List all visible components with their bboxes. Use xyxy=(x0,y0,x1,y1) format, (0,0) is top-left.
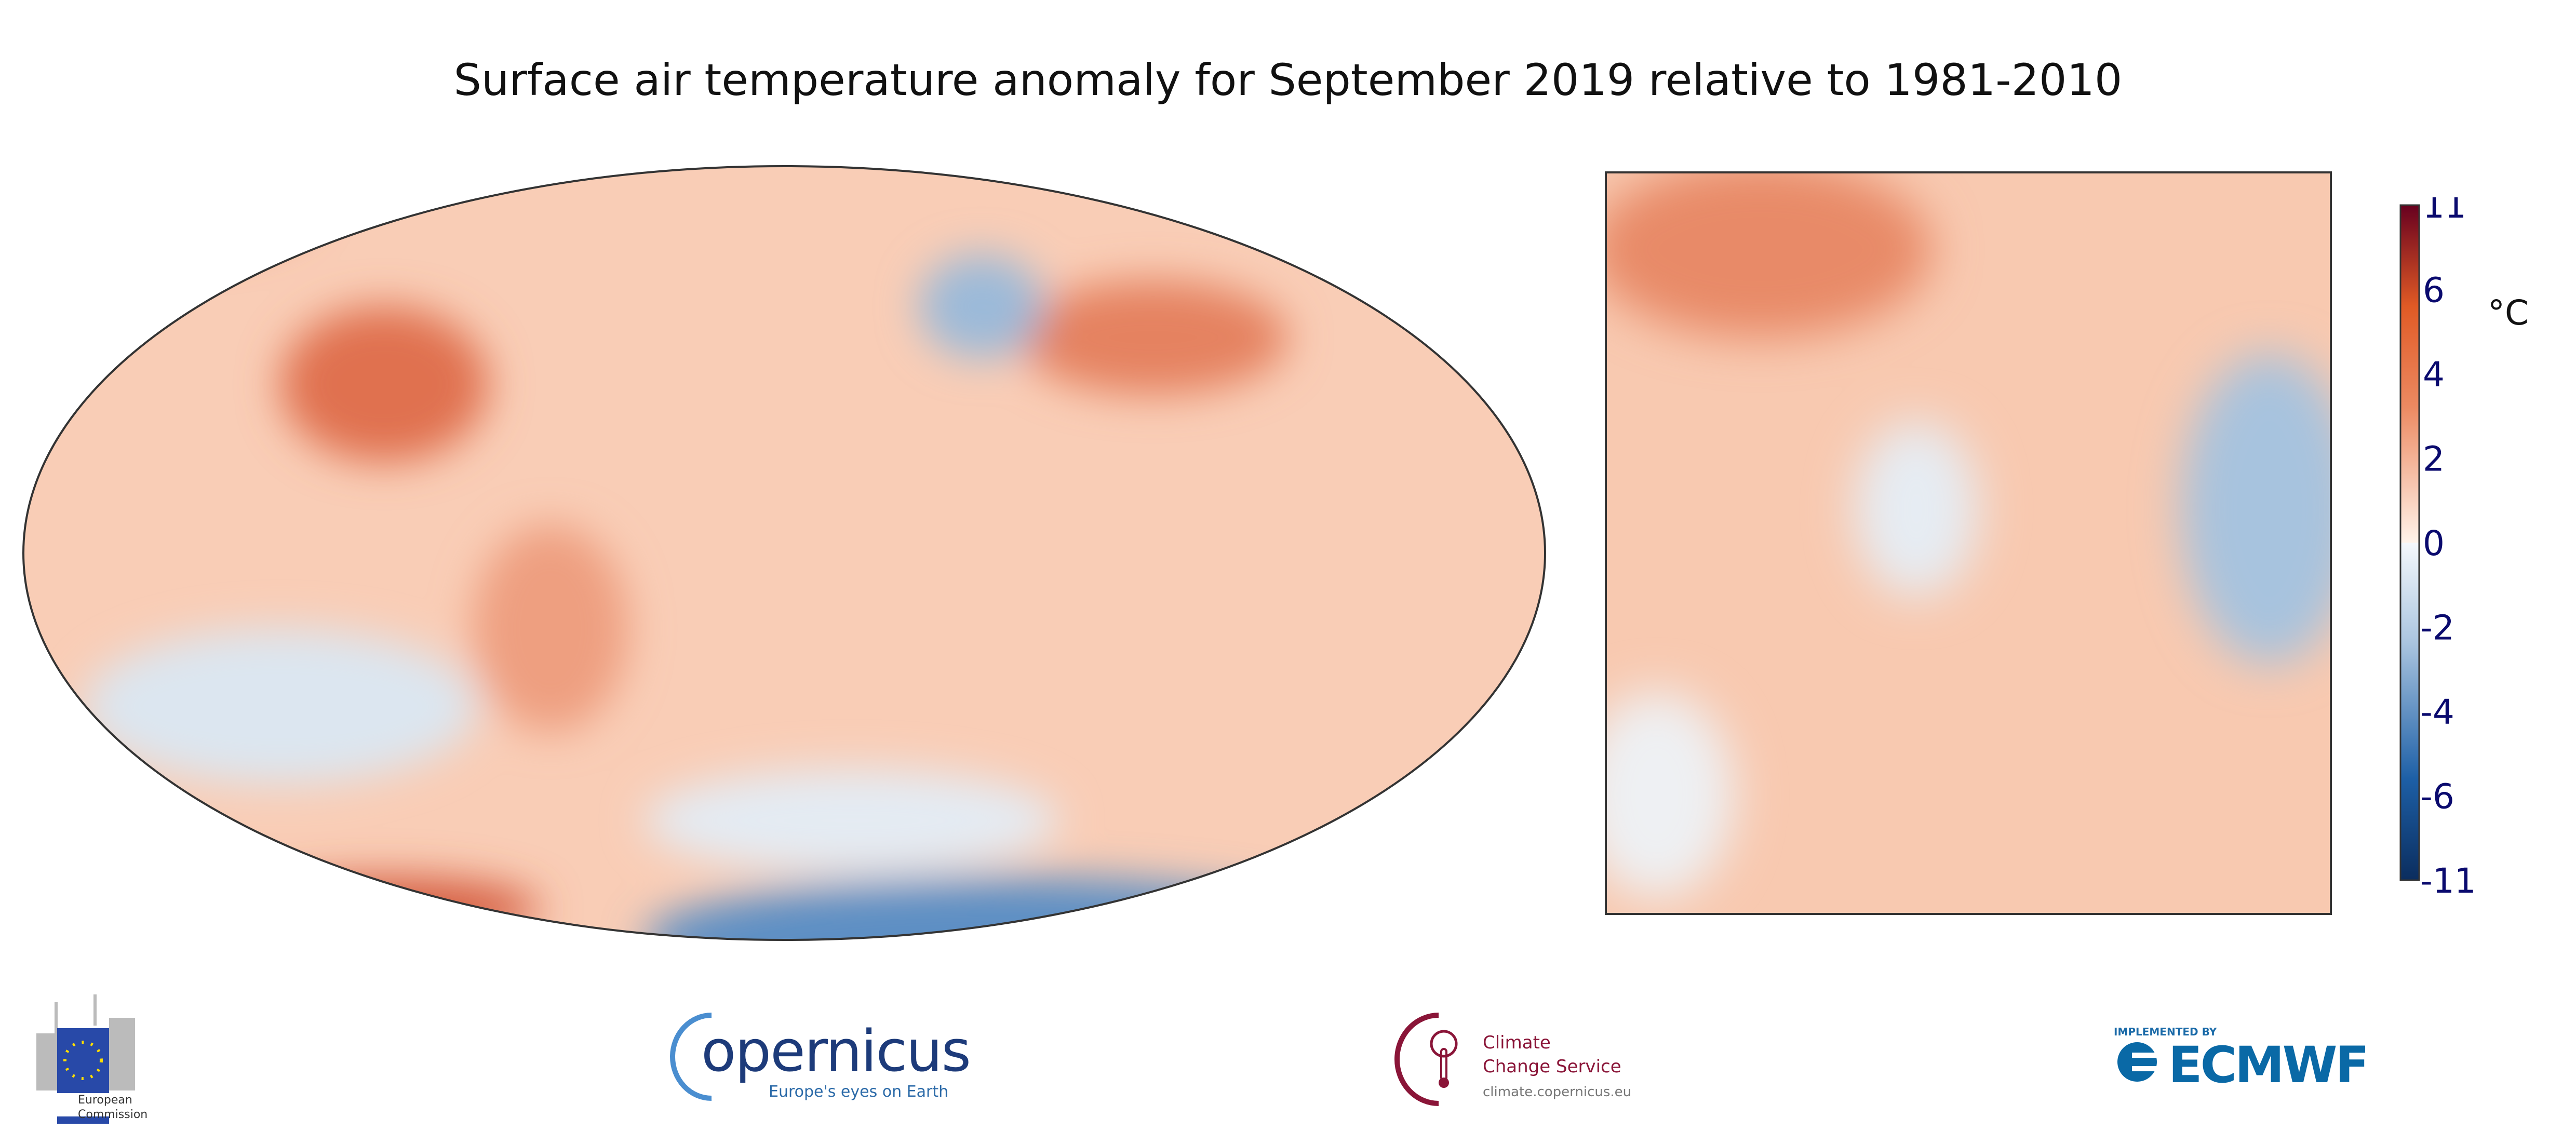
anomaly-warm-siberia xyxy=(1018,280,1288,395)
colorbar-tick-label: -6 xyxy=(2420,777,2454,817)
colorbar-tick-label: 2 xyxy=(2423,439,2445,479)
map-border xyxy=(22,165,1546,941)
ecmwf-implemented-by: IMPLEMENTED BY xyxy=(2114,1026,2217,1038)
colorbar-tick-label: -2 xyxy=(2420,608,2454,648)
anomaly-cool-russia xyxy=(2181,353,2332,665)
colorbar-tick-label: -4 xyxy=(2420,692,2454,732)
anomaly-cool-scandinavia xyxy=(1854,421,1979,597)
copernicus-wordmark: opernicus xyxy=(701,1018,971,1084)
anomaly-cool-south-pacific xyxy=(83,628,478,784)
chart-title: Surface air temperature anomaly for Sept… xyxy=(453,55,2123,105)
ecmwf-wordmark: ECMWF xyxy=(2168,1036,2369,1094)
colorbar-gradient xyxy=(2399,204,2420,881)
anomaly-cool-south-atlantic xyxy=(644,769,1059,872)
colorbar-tick-label: 6 xyxy=(2423,271,2445,311)
colorbar-tick-label: 0 xyxy=(2423,523,2445,563)
global-anomaly-map xyxy=(22,165,1546,941)
colorbar-unit: °C xyxy=(2488,293,2529,333)
anomaly-warm-greenland xyxy=(1605,171,1932,338)
ec-label-line2: Commission xyxy=(78,1108,148,1121)
ecmwf-wave-icon xyxy=(2117,1042,2168,1082)
c3s-url[interactable]: climate.copernicus.eu xyxy=(1483,1084,1632,1100)
colorbar-tick-label: -11 xyxy=(2420,861,2476,901)
europe-anomaly-map xyxy=(1605,171,2332,915)
c3s-label-line2: Change Service xyxy=(1483,1056,1621,1077)
colorbar-tick-label: 11 xyxy=(2423,197,2466,226)
anomaly-warm-south-america xyxy=(473,524,628,732)
europe-map-border xyxy=(1605,171,2332,915)
c3s-label-line1: Climate xyxy=(1483,1032,1551,1053)
european-commission-logo xyxy=(36,994,135,1124)
anomaly-warm-arctic xyxy=(42,166,312,249)
anomaly-warm-southern-ocean xyxy=(229,878,540,940)
anomaly-warm-north-america xyxy=(280,306,488,462)
copernicus-arc-icon xyxy=(670,1013,712,1101)
anomaly-neutral-atlantic xyxy=(1605,691,1735,898)
copernicus-tagline: Europe's eyes on Earth xyxy=(769,1083,949,1101)
colorbar-tick-label: 4 xyxy=(2423,355,2445,395)
anomaly-cool-central-asia xyxy=(919,254,1044,358)
c3s-thermometer-cloud-icon xyxy=(1394,1013,1458,1106)
ec-label-line1: European xyxy=(78,1094,132,1107)
colorbar: 11 6 4 2 0 -2 -4 -6 -11 °C xyxy=(2399,197,2529,901)
